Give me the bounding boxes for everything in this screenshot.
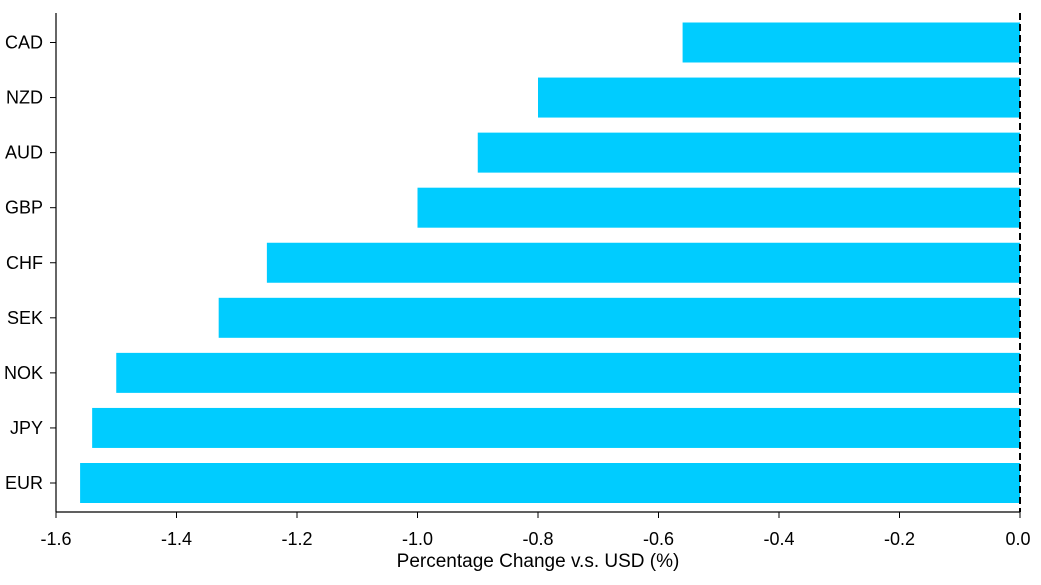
x-tick-label: 0.0 <box>1005 529 1030 549</box>
bar-eur <box>80 463 1021 503</box>
bar-aud <box>477 132 1020 173</box>
axes-layer <box>50 13 1021 518</box>
bar-cad <box>682 22 1020 63</box>
y-tick-label-chf: CHF <box>6 253 43 273</box>
y-tick-label-aud: AUD <box>5 143 43 163</box>
y-tick-label-cad: CAD <box>5 33 43 53</box>
x-tick-label: -0.6 <box>643 529 674 549</box>
y-tick-label-nzd: NZD <box>6 88 43 108</box>
y-tick-label-nok: NOK <box>4 363 43 383</box>
bar-nzd <box>538 77 1020 118</box>
x-tick-label: -1.2 <box>281 529 312 549</box>
x-tick-label: -0.8 <box>522 529 553 549</box>
y-tick-label-gbp: GBP <box>5 198 43 218</box>
bar-sek <box>218 297 1021 338</box>
bar-gbp <box>417 187 1020 228</box>
bar-jpy <box>92 407 1020 448</box>
x-tick-label: -0.4 <box>763 529 794 549</box>
y-tick-label-sek: SEK <box>7 308 43 328</box>
y-tick-label-jpy: JPY <box>10 418 43 438</box>
y-tick-label-eur: EUR <box>5 473 43 493</box>
x-tick-label: -0.2 <box>884 529 915 549</box>
x-tick-label: -1.6 <box>40 529 71 549</box>
x-tick-label: -1.0 <box>402 529 433 549</box>
bar-nok <box>116 352 1020 393</box>
x-tick-label: -1.4 <box>161 529 192 549</box>
labels-layer: CAD NZD AUD GBP CHF SEK NOK JPY EUR -1.6 -1.4 -1.2 -… <box>4 33 1031 550</box>
bar-chf <box>266 242 1020 283</box>
bars-layer <box>80 22 1021 503</box>
x-axis-title: Percentage Change v.s. USD (%) <box>397 551 680 572</box>
